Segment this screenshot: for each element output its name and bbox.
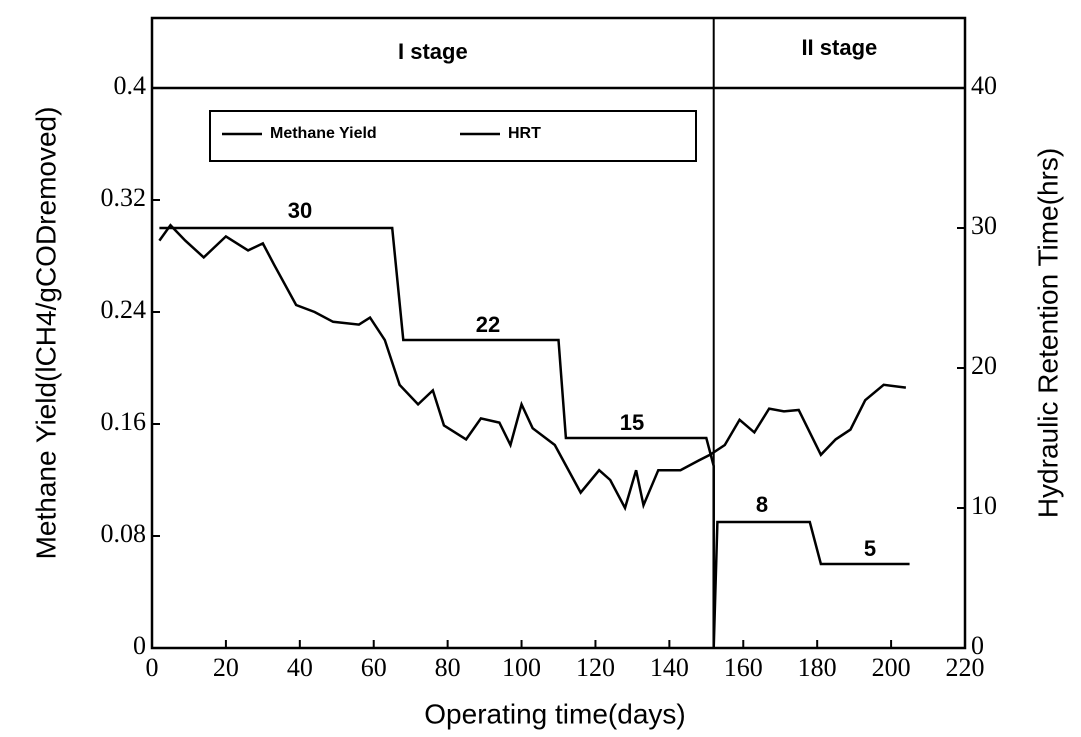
legend-label: Methane Yield xyxy=(270,125,377,142)
annotation: 8 xyxy=(756,492,768,517)
y-tick-label: 0.32 xyxy=(101,183,147,212)
y2-tick-label: 10 xyxy=(971,491,997,520)
y-tick-label: 0 xyxy=(133,631,146,660)
plot-frame xyxy=(150,16,967,650)
x-tick-label: 20 xyxy=(213,653,239,682)
annotation: 30 xyxy=(288,198,312,223)
y2-tick-label: 30 xyxy=(971,211,997,240)
y-tick-label: 0.08 xyxy=(101,519,147,548)
y2-tick-label: 0 xyxy=(971,631,984,660)
annotation: 15 xyxy=(620,410,644,435)
y-axis-label: Methane Yield(lCH4/gCODremoved) xyxy=(30,107,61,560)
x-tick-label: 60 xyxy=(361,653,387,682)
annotation: 5 xyxy=(864,536,876,561)
stage-label: II stage xyxy=(801,35,877,60)
y2-axis-label: Hydraulic Retention Time(hrs) xyxy=(1032,148,1063,518)
x-tick-label: 200 xyxy=(872,653,911,682)
legend-box xyxy=(209,110,697,162)
y-tick-label: 0.4 xyxy=(114,71,147,100)
x-tick-label: 40 xyxy=(287,653,313,682)
series-line xyxy=(158,223,907,512)
x-tick-label: 100 xyxy=(502,653,541,682)
y-tick-label: 0.24 xyxy=(101,295,147,324)
x-tick-label: 140 xyxy=(650,653,689,682)
x-tick-label: 80 xyxy=(435,653,461,682)
x-tick-label: 160 xyxy=(724,653,763,682)
series-line xyxy=(159,226,910,649)
y-tick-label: 0.16 xyxy=(101,407,147,436)
x-axis-label: Operating time(days) xyxy=(424,698,685,729)
legend-label: HRT xyxy=(508,125,541,142)
x-tick-label: 0 xyxy=(146,653,159,682)
y2-tick-label: 40 xyxy=(971,71,997,100)
x-tick-label: 220 xyxy=(946,653,985,682)
y2-tick-label: 20 xyxy=(971,351,997,380)
x-tick-label: 180 xyxy=(798,653,837,682)
x-tick-label: 120 xyxy=(576,653,615,682)
annotation: 22 xyxy=(476,312,500,337)
stage-label: I stage xyxy=(398,39,468,64)
